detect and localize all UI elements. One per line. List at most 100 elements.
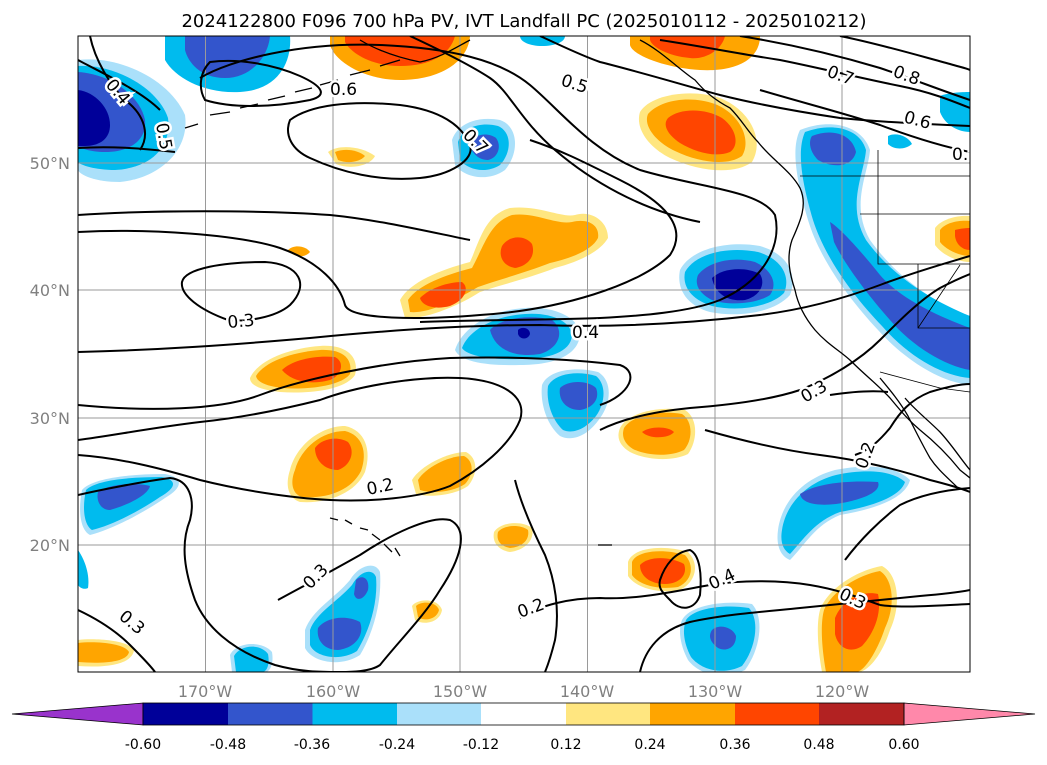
- border-mexico-us: [879, 371, 970, 393]
- colorbar-swatch: [819, 703, 904, 725]
- shaded-negative-blob: [940, 92, 970, 132]
- colorbar-tick-label: -0.48: [210, 737, 246, 753]
- shaded-negative-blob: [78, 550, 89, 589]
- shaded-negative-blob: [78, 90, 110, 146]
- coastline-hawaii: [329, 517, 401, 557]
- contour-line: [829, 390, 889, 396]
- shaded-negative-blob: [520, 36, 565, 46]
- state-borders: [800, 150, 970, 393]
- coastline-baja: [879, 377, 959, 489]
- longitude-tick-labels: 170°W 160°W 150°W 140°W 130°W 120°W: [178, 682, 870, 701]
- colorbar-swatch: [143, 703, 228, 725]
- contour-label: 0.6: [330, 80, 357, 100]
- colorbar-tick-label: 0.60: [888, 737, 919, 753]
- shaded-negative-blob: [470, 134, 499, 160]
- contour-line: [409, 36, 701, 223]
- shaded-positive-blob: [640, 558, 686, 584]
- contour-line: [78, 255, 970, 353]
- contour-line: [277, 518, 462, 672]
- contour-line: [658, 548, 702, 609]
- contour-line: [839, 36, 970, 71]
- contour-line: [199, 59, 322, 107]
- contour-line: [180, 260, 302, 322]
- shaded-positive-blob: [955, 228, 970, 250]
- colorbar-swatch: [397, 703, 481, 725]
- lon-tick-label: 150°W: [433, 682, 488, 701]
- contour-line: [89, 36, 146, 151]
- lat-tick-label: 50°N: [30, 154, 70, 173]
- shaded-positive-blob: [500, 237, 534, 268]
- contour-line: [78, 146, 176, 153]
- contour-label: 0.3: [227, 311, 256, 333]
- shaded-positive-blob: [497, 526, 529, 548]
- border-state-line: [877, 150, 970, 265]
- colorbar-tick-label: -0.12: [463, 737, 499, 753]
- contour-line: [659, 39, 970, 109]
- contour-line: [519, 580, 881, 619]
- colorbar-swatch: [650, 703, 735, 725]
- contour-line: [78, 356, 632, 410]
- colorbar-tick-label: 0.12: [550, 737, 581, 753]
- shaded-negative-blob: [888, 134, 912, 149]
- lon-tick-label: 120°W: [815, 682, 870, 701]
- contour-line: [78, 609, 156, 672]
- shaded-negative-blob: [800, 481, 879, 505]
- colorbar-tick-label: 0.36: [719, 737, 750, 753]
- colorbar-tick-label: 0.48: [803, 737, 834, 753]
- colorbar-swatch: [228, 703, 313, 725]
- colorbar-extend-right: [903, 702, 1036, 726]
- contour-line: [704, 429, 970, 493]
- colorbar-tick-label: 0.24: [634, 737, 665, 753]
- shaded-negative-blob: [810, 132, 856, 166]
- border-state-line: [917, 264, 961, 329]
- colorbar-tick-label: -0.24: [379, 737, 415, 753]
- contour-label: 0.4: [572, 323, 599, 343]
- colorbar-tick-label: -0.36: [294, 737, 330, 753]
- contour-lines: [78, 36, 970, 672]
- latitude-tick-labels: 50°N 40°N 30°N 20°N: [30, 154, 70, 555]
- shaded-negative-blob: [518, 327, 530, 339]
- contour-line: [78, 376, 523, 502]
- contour-line: [539, 36, 970, 127]
- contour-line: [844, 487, 970, 561]
- lat-tick-label: 30°N: [30, 409, 70, 428]
- shaded-negative-blob: [354, 577, 369, 599]
- shaded-positive-blob: [418, 456, 472, 492]
- shaded-positive-blob: [642, 427, 674, 438]
- contour-line: [854, 383, 970, 456]
- shaded-positive-blob: [335, 149, 365, 163]
- colorbar-tick-labels: -0.60 -0.48 -0.36 -0.24 -0.12 0.12 0.24 …: [125, 737, 920, 753]
- colorbar-swatch: [312, 703, 397, 725]
- lon-tick-label: 140°W: [560, 682, 615, 701]
- coastline-north-america: [639, 39, 970, 479]
- contour-line: [879, 603, 970, 608]
- lat-tick-label: 40°N: [30, 281, 70, 300]
- coastline-alaska-south: [359, 39, 471, 63]
- contour-line: [78, 210, 471, 241]
- contour-line: [759, 89, 970, 153]
- contour-line: [599, 273, 970, 431]
- shaded-negative-blob: [710, 626, 736, 650]
- contour-label: 0.3: [952, 145, 979, 165]
- map-panel: 0.4 0.6 0.5 0.7 0.8 0.6 0.5 0.7 0.3 0.4 …: [30, 35, 979, 701]
- lat-tick-label: 20°N: [30, 536, 70, 555]
- shaded-negative-blob: [234, 646, 269, 672]
- shaded-positive-blob: [78, 642, 129, 663]
- colorbar-swatch: [566, 703, 650, 725]
- contour-line: [78, 476, 341, 672]
- contour-line: [739, 36, 970, 101]
- contour-line: [199, 43, 778, 323]
- colorbar: -0.60 -0.48 -0.36 -0.24 -0.12 0.12 0.24 …: [11, 702, 1036, 753]
- coastline-gulf-california: [904, 397, 970, 471]
- colorbar-tick-label: -0.60: [125, 737, 161, 753]
- colorbar-frame: [142, 702, 905, 726]
- gridlines: [78, 36, 970, 672]
- contour-line: [78, 139, 678, 319]
- colorbar-swatch: [481, 703, 566, 725]
- shaded-features: [78, 36, 970, 672]
- contour-line: [639, 589, 970, 672]
- contour-line: [514, 479, 558, 672]
- shaded-positive-blob: [420, 282, 466, 308]
- shaded-negative-blob: [712, 269, 763, 301]
